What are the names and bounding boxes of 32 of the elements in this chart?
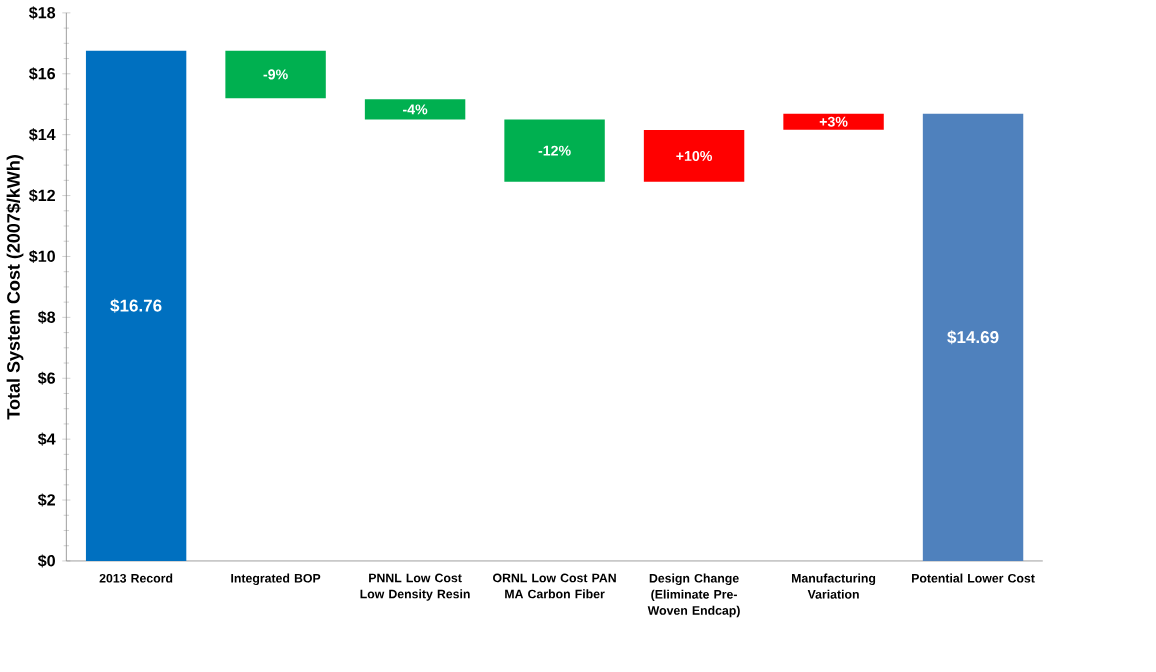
y-tick-label: $12 bbox=[28, 188, 55, 203]
x-tick-label: 2013 Record bbox=[99, 573, 173, 583]
y-tick-label: $2 bbox=[37, 493, 55, 507]
bar bbox=[364, 99, 466, 120]
y-tick-label: $4 bbox=[37, 432, 56, 446]
annotation: -4% bbox=[403, 104, 428, 115]
bar bbox=[922, 113, 1024, 561]
bar bbox=[225, 50, 326, 99]
bar bbox=[643, 130, 745, 182]
y-tick-label: $18 bbox=[28, 6, 56, 20]
annotation: -12% bbox=[538, 145, 571, 156]
x-tick-label: Manufacturing Variation bbox=[792, 573, 876, 599]
x-tick-label: PNNL Low Cost Low Density Resin bbox=[360, 573, 470, 601]
y-tick-label: $10 bbox=[28, 249, 55, 263]
y-tick-label: $8 bbox=[37, 310, 56, 324]
y-tick-label: $0 bbox=[37, 554, 55, 568]
bar bbox=[783, 113, 884, 130]
annotation: +10% bbox=[676, 150, 713, 161]
x-tick-label: Integrated BOP bbox=[231, 573, 321, 586]
data-label: $14.69 bbox=[947, 330, 999, 345]
x-tick-label: ORNL Low Cost PAN MA Carbon Fiber bbox=[493, 573, 616, 599]
bar bbox=[85, 50, 187, 561]
x-tick-label: Potential Lower Cost bbox=[912, 573, 1035, 583]
data-label: $16.76 bbox=[110, 298, 162, 313]
bar bbox=[504, 119, 605, 182]
annotation: -9% bbox=[263, 69, 288, 80]
y-tick-label: $6 bbox=[37, 371, 56, 385]
x-tick-label: Design Change (Eliminate Pre-Woven Endcap) bbox=[647, 573, 740, 618]
annotation: +3% bbox=[819, 116, 848, 127]
y-tick-label: $14 bbox=[28, 128, 56, 142]
y-tick-label: $16 bbox=[28, 67, 56, 81]
y-axis-title: Total System Cost (2007$/kWh) bbox=[6, 155, 24, 420]
